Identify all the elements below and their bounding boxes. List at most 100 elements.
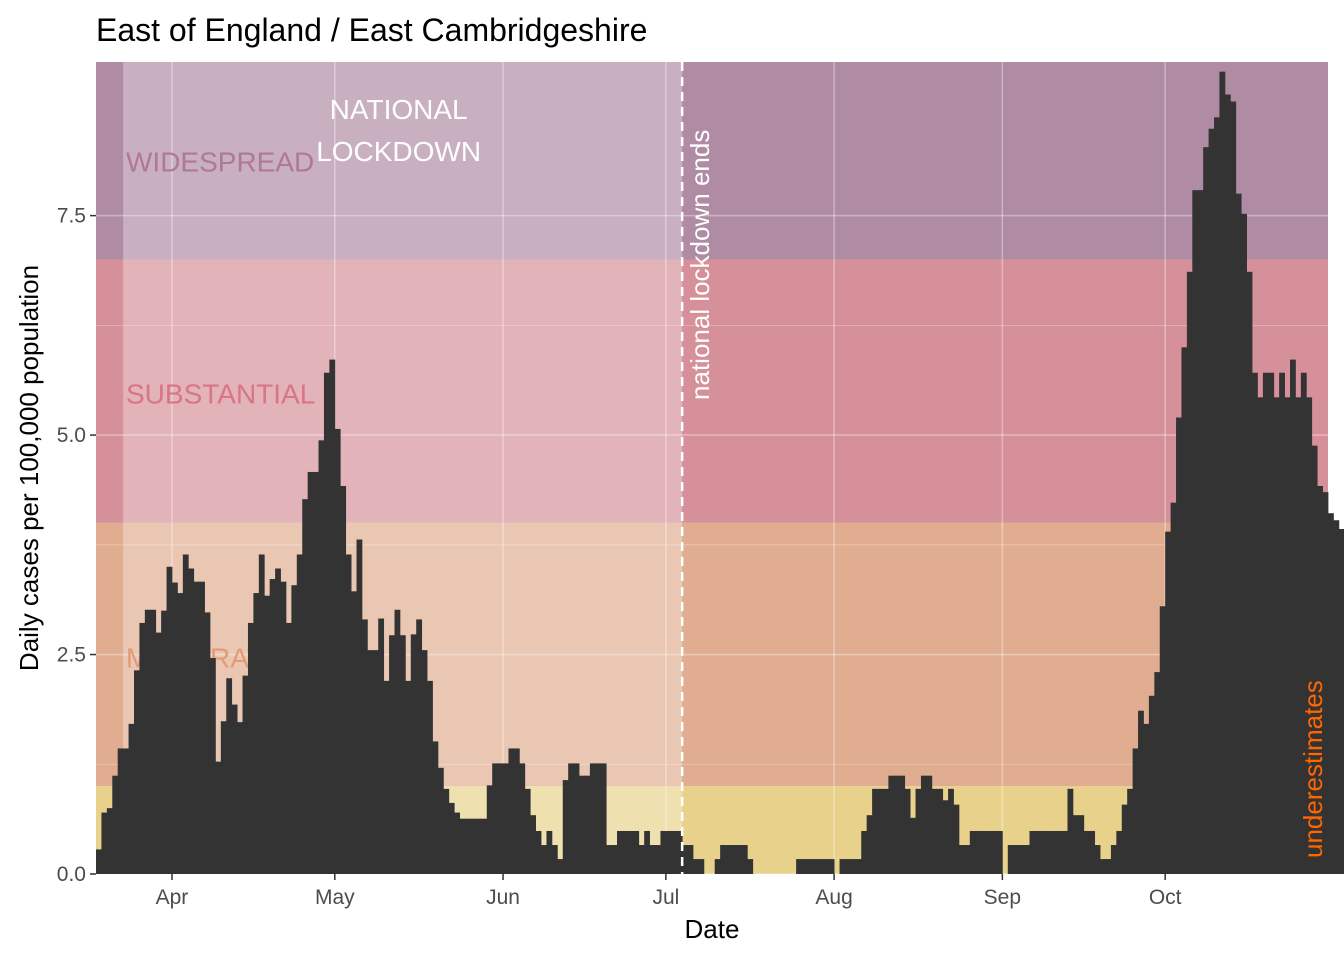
bar	[1322, 492, 1329, 874]
bar	[275, 568, 281, 874]
bar	[730, 845, 737, 874]
bar	[150, 609, 157, 874]
bar	[242, 675, 249, 874]
bar	[1273, 397, 1280, 874]
bar	[123, 748, 129, 874]
bar	[969, 830, 976, 874]
bar	[1034, 830, 1041, 874]
bar	[1219, 71, 1226, 874]
bar	[638, 845, 645, 874]
bar	[155, 632, 162, 874]
bar	[665, 830, 672, 874]
bar	[931, 788, 938, 874]
bar	[904, 788, 911, 874]
bar	[264, 595, 271, 874]
bar	[367, 650, 374, 874]
bar	[1252, 372, 1258, 874]
bar	[280, 581, 287, 874]
bar	[182, 554, 189, 874]
y-tick-label: 7.5	[57, 205, 86, 228]
bar	[106, 808, 113, 874]
bar	[872, 788, 878, 874]
bar	[1230, 101, 1237, 875]
bar	[459, 818, 466, 874]
bar	[1165, 531, 1172, 874]
bar	[1029, 830, 1036, 874]
bar	[926, 775, 933, 874]
bar	[1311, 445, 1318, 874]
bar	[1121, 804, 1128, 874]
bar	[454, 812, 461, 874]
bar	[258, 554, 265, 874]
bar	[161, 610, 167, 874]
bars	[96, 71, 1344, 875]
bar	[378, 618, 385, 874]
bar	[747, 859, 754, 874]
bar	[1208, 128, 1215, 874]
bar	[996, 830, 1003, 874]
bar	[1186, 271, 1193, 875]
y-axis-title: Daily cases per 100,000 population	[14, 265, 44, 671]
bar	[1224, 94, 1231, 875]
bar	[584, 775, 591, 874]
bar	[660, 830, 667, 874]
bar	[1306, 397, 1313, 874]
bar	[193, 581, 200, 874]
bar	[986, 830, 992, 874]
bar	[964, 845, 971, 874]
bar	[307, 471, 314, 874]
bar	[340, 485, 347, 874]
bar	[893, 775, 900, 874]
bar	[1072, 815, 1079, 874]
bar	[649, 845, 656, 874]
bar	[877, 788, 884, 874]
underestimate-label: underestimates	[1298, 680, 1328, 858]
bar	[356, 539, 363, 874]
bar	[1089, 830, 1096, 874]
bar	[269, 579, 276, 874]
bar	[1105, 859, 1112, 874]
bar	[882, 788, 889, 874]
x-tick-label: Jun	[486, 886, 520, 909]
bar	[166, 566, 173, 874]
bar	[508, 748, 515, 874]
bar	[204, 612, 211, 874]
bar	[291, 585, 298, 874]
bar	[1246, 271, 1253, 875]
bar	[524, 788, 531, 874]
bar	[1235, 193, 1242, 875]
bar	[1018, 845, 1025, 874]
x-tick-label: Jul	[652, 886, 679, 909]
bar	[1197, 190, 1204, 875]
bar	[937, 788, 944, 874]
bar	[546, 830, 553, 874]
bar	[427, 680, 433, 874]
bar	[313, 471, 319, 874]
bar	[437, 767, 444, 874]
bar	[920, 775, 927, 874]
bar	[416, 619, 423, 874]
bar	[1132, 748, 1139, 874]
bar	[96, 849, 102, 874]
bar	[475, 818, 482, 874]
x-tick-label: Oct	[1149, 886, 1182, 909]
bar	[361, 619, 368, 874]
bar	[296, 554, 303, 874]
bar	[351, 591, 357, 874]
bar	[693, 859, 699, 874]
band-label-substantial: SUBSTANTIAL	[126, 378, 315, 409]
band-label-widespread: WIDESPREAD	[126, 147, 314, 178]
bar	[579, 775, 585, 874]
bar	[519, 763, 526, 874]
bar	[1159, 606, 1166, 874]
bar	[323, 372, 330, 874]
bar	[855, 859, 862, 874]
bar	[530, 815, 537, 874]
bar	[285, 622, 292, 874]
bar	[199, 581, 205, 874]
bar	[128, 723, 135, 874]
bar	[958, 845, 965, 874]
bar	[1203, 147, 1209, 874]
bar	[551, 845, 558, 874]
bar	[980, 830, 987, 874]
